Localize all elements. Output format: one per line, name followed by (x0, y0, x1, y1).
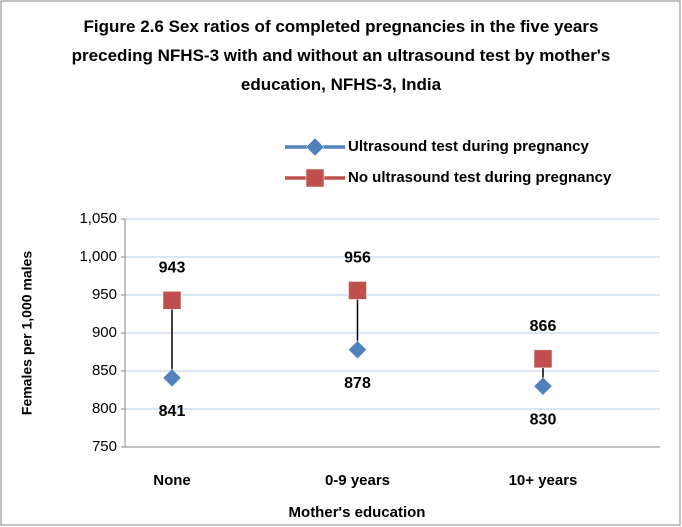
data-label: 943 (159, 260, 186, 277)
data-point (162, 291, 182, 310)
data-point (162, 368, 182, 388)
y-tick-label: 950 (92, 286, 117, 303)
data-point (533, 349, 553, 369)
data-point (533, 376, 553, 396)
x-tick-label: None (153, 472, 191, 489)
legend-marker (305, 137, 325, 157)
legend-label: Ultrasound test during pregnancy (348, 138, 590, 155)
x-tick-label: 10+ years (509, 472, 578, 489)
data-label: 830 (530, 411, 557, 428)
y-tick-label: 1,000 (79, 248, 117, 265)
legend-label: No ultrasound test during pregnancy (348, 169, 612, 186)
data-label: 956 (344, 250, 371, 267)
x-axis-title: Mother's education (289, 504, 426, 521)
y-tick-label: 900 (92, 324, 117, 341)
data-label: 841 (159, 403, 186, 420)
y-tick-label: 1,050 (79, 210, 117, 227)
y-tick-label: 850 (92, 362, 117, 379)
y-tick-label: 800 (92, 400, 117, 417)
data-label: 878 (344, 375, 371, 392)
data-point (348, 340, 367, 360)
y-tick-label: 750 (92, 438, 117, 455)
chart-title: Figure 2.6 Sex ratios of completed pregn… (71, 17, 611, 94)
x-tick-label: 0-9 years (325, 472, 390, 489)
legend-marker (305, 168, 325, 188)
y-axis-title: Females per 1,000 males (19, 251, 35, 415)
data-label: 866 (530, 318, 557, 335)
data-point (348, 281, 367, 300)
